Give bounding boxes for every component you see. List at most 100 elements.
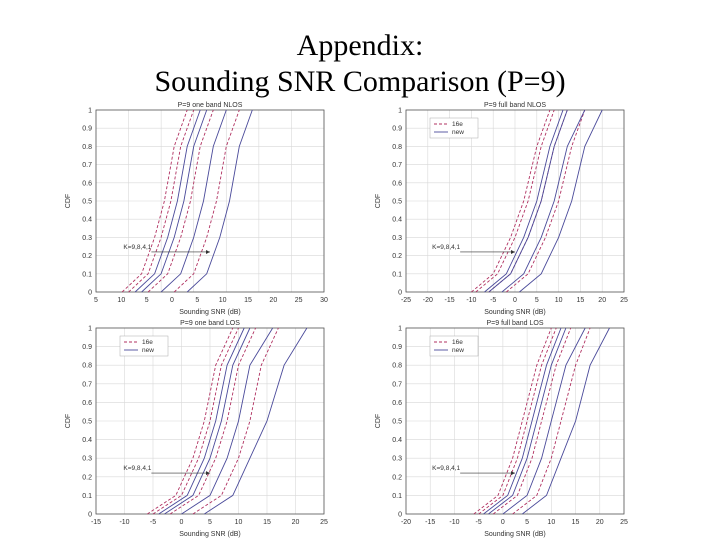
x-tick-label: 5 [145, 297, 149, 304]
x-tick-label: 10 [219, 297, 227, 304]
x-tick-label: 5 [535, 297, 539, 304]
x-tick-label: 25 [295, 297, 303, 304]
y-tick-label: 0.2 [82, 253, 92, 260]
series-line [473, 327, 552, 515]
series-line [121, 109, 188, 293]
x-tick-label: -5 [490, 297, 496, 304]
title-line-2: Sounding SNR Comparison (P=9) [154, 65, 566, 98]
series-line [488, 109, 568, 293]
annotation-arrowhead [511, 471, 515, 476]
x-tick-label: 15 [263, 519, 271, 526]
series-line [169, 327, 257, 515]
y-tick-label: 1 [398, 326, 402, 333]
series-line [141, 109, 208, 293]
series-line [158, 327, 245, 515]
x-tick-label: 25 [620, 519, 628, 526]
series-line [506, 109, 586, 293]
y-tick-label: 0.2 [82, 474, 92, 481]
x-tick-label: 20 [269, 297, 277, 304]
y-tick-label: 0.9 [392, 344, 402, 351]
y-tick-label: 0.7 [392, 381, 402, 388]
y-tick-label: 0 [398, 512, 402, 519]
x-tick-label: -20 [401, 519, 411, 526]
x-tick-label: -10 [466, 297, 476, 304]
annotation-label: K=9,8,4,1 [432, 244, 460, 251]
x-tick-label: -20 [423, 297, 433, 304]
x-tick-label: 5 [195, 297, 199, 304]
x-axis-label: Sounding SNR (dB) [484, 309, 545, 316]
y-tick-label: 0.7 [392, 162, 402, 169]
y-tick-label: 0.7 [82, 381, 92, 388]
legend-label: new [452, 129, 464, 136]
series-line [134, 109, 201, 293]
y-tick-label: 0.1 [82, 271, 92, 278]
y-tick-label: 0.3 [392, 456, 402, 463]
chart-one-band-nlos: 5 10 5 0 5 10 15 20 25 3000.10.20.30.40.50.60.70.… [65, 102, 328, 316]
x-tick-label: 15 [577, 297, 585, 304]
title-line-1: Appendix: [296, 29, 424, 62]
x-tick-label: 0 [170, 297, 174, 304]
x-tick-label: 0 [513, 297, 517, 304]
y-tick-label: 1 [88, 326, 92, 333]
x-tick-label: 5 [525, 519, 529, 526]
chart-title: P=9 one band LOS [180, 320, 240, 327]
x-tick-label: -5 [150, 519, 156, 526]
series-line [173, 109, 240, 293]
legend-label: 16e [452, 121, 463, 128]
y-tick-label: 1 [88, 108, 92, 115]
chart-full-band-los: -20 -15 -10 -5 0 5 10 15 20 25 0 0.1 0.2 0.3 0.4 0.5 0.6… [375, 320, 628, 538]
x-tick-label: 15 [572, 519, 580, 526]
x-tick-label: -15 [91, 519, 101, 526]
y-tick-label: 0.5 [392, 419, 402, 426]
y-tick-label: 0.8 [82, 144, 92, 151]
x-tick-label: -10 [449, 519, 459, 526]
series-line [502, 327, 586, 515]
y-tick-label: 0.3 [82, 456, 92, 463]
series-line [186, 109, 253, 293]
x-axis-label: Sounding SNR (dB) [179, 309, 240, 316]
x-tick-label: 0 [180, 519, 184, 526]
y-tick-label: 0.9 [392, 126, 402, 133]
y-tick-label: 0.6 [392, 400, 402, 407]
x-tick-label: -5 [476, 519, 482, 526]
y-tick-label: 0.6 [82, 400, 92, 407]
series-line [128, 109, 195, 293]
x-tick-label: 10 [547, 519, 555, 526]
annotation-label: K=9,8,4,1 [123, 244, 151, 251]
y-tick-label: 0.5 [82, 419, 92, 426]
chart-title: P=9 full band NLOS [484, 102, 546, 109]
y-tick-label: 0.7 [82, 162, 92, 169]
series-line [484, 109, 564, 293]
series-line [483, 327, 562, 515]
x-tick-label: 15 [244, 297, 252, 304]
chart-title: P=9 one band NLOS [178, 102, 243, 109]
y-tick-label: 0 [398, 290, 402, 297]
x-tick-label: 10 [555, 297, 563, 304]
y-tick-label: 0.5 [392, 199, 402, 206]
plot-frame [95, 327, 325, 515]
chart-panel-one-band-nlos: 5 10 5 0 5 10 15 20 25 30 0 0.1 0.2 0.3 0.4 0.5 0.6 0.7 0.… [62, 98, 332, 316]
chart-one-band-los: -15 -10 -5 0 5 10 15 20 25 0 0.1 0.2 0.3 0.4 0.5 0.6 0.7… [65, 320, 328, 538]
y-tick-label: 0.5 [82, 199, 92, 206]
chart-title: P=9 full band LOS [486, 320, 543, 327]
x-tick-label: 0 [501, 519, 505, 526]
y-axis-label: CDF [375, 194, 382, 208]
y-tick-label: 0.3 [82, 235, 92, 242]
y-tick-label: 0.9 [82, 126, 92, 133]
plot-frame [405, 109, 625, 293]
y-tick-label: 0.1 [392, 271, 402, 278]
y-axis-label: CDF [375, 414, 382, 428]
x-axis-label: Sounding SNR (dB) [179, 531, 240, 538]
annotation-label: K=9,8,4,1 [432, 465, 460, 472]
series-line [478, 327, 557, 515]
x-tick-label: 20 [292, 519, 300, 526]
legend-label: new [142, 347, 154, 354]
y-tick-label: 0.1 [82, 493, 92, 500]
x-tick-label: 5 [94, 297, 98, 304]
series-line [204, 327, 308, 515]
chart-panel-full-band-nlos: -25 -20 -15 -10 -5 0 5 10 15 20 25 0 0.1 0.2 0.3 0.4 0.5… [372, 98, 632, 316]
plot-frame [405, 327, 625, 515]
series-line [519, 109, 603, 293]
y-tick-label: 0.6 [392, 180, 402, 187]
legend-box [119, 335, 169, 357]
